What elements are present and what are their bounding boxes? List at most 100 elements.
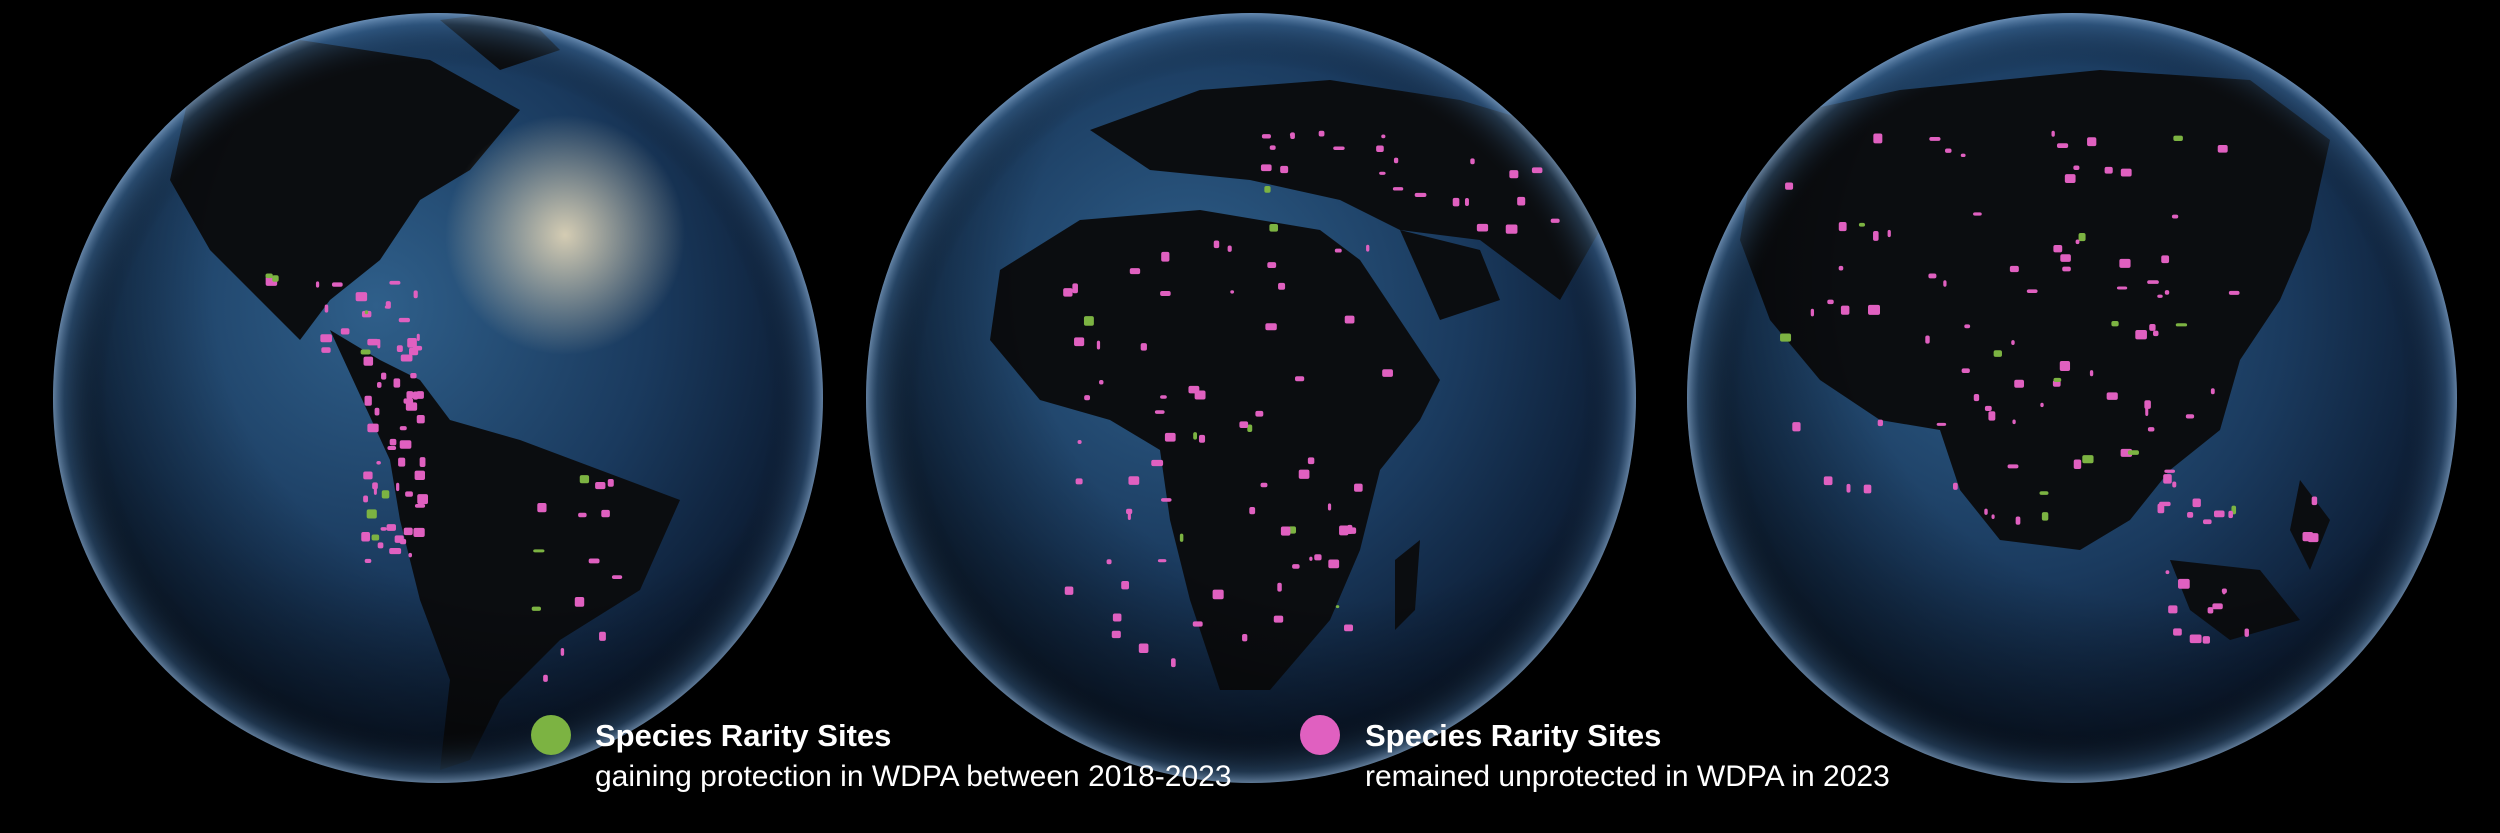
site-marker (2157, 294, 2163, 298)
site-marker (1111, 630, 1121, 639)
site-marker (403, 527, 413, 536)
site-marker (2145, 406, 2149, 417)
site-marker (1392, 187, 1404, 191)
site-marker (1160, 498, 1172, 502)
site-marker (2228, 290, 2240, 295)
site-marker (2009, 265, 2019, 273)
site-marker (543, 674, 548, 682)
site-marker (1943, 280, 1947, 287)
site-marker (1179, 533, 1184, 542)
site-marker (1307, 457, 1315, 465)
site-marker (1074, 337, 1085, 347)
site-marker (1988, 411, 1996, 421)
site-marker (1294, 376, 1305, 382)
site-marker (405, 491, 413, 497)
site-marker (419, 457, 426, 467)
site-marker (2207, 607, 2214, 614)
site-marker (1161, 251, 1170, 262)
site-marker (2147, 280, 2159, 284)
site-marker (2060, 254, 2071, 262)
site-marker (2116, 286, 2128, 290)
site-marker (416, 333, 420, 341)
site-marker (1194, 390, 1206, 400)
site-marker (1334, 248, 1342, 253)
site-marker (2119, 258, 2131, 268)
site-marker (2217, 145, 2228, 153)
site-marker (2203, 519, 2212, 525)
site-marker (1780, 333, 1792, 342)
site-marker (1414, 192, 1427, 197)
site-marker (1354, 483, 1363, 492)
site-marker (389, 280, 401, 285)
site-marker (1381, 134, 1386, 139)
site-marker (1505, 224, 1518, 234)
site-marker (1476, 223, 1489, 232)
site-marker (376, 461, 381, 465)
site-marker (578, 512, 587, 518)
site-marker (1328, 559, 1340, 569)
site-marker (1792, 422, 1801, 432)
site-marker (1249, 507, 1256, 515)
site-marker (1292, 564, 1300, 569)
site-marker (1840, 305, 1850, 315)
site-marker (1160, 291, 1171, 296)
site-marker (1868, 304, 1881, 315)
site-marker (1077, 439, 1082, 445)
site-marker (1376, 145, 1384, 152)
site-marker (1264, 185, 1271, 193)
site-marker (1212, 589, 1224, 600)
legend: Species Rarity Sites gaining protection … (531, 715, 1890, 793)
site-marker (2173, 135, 2183, 141)
site-marker (1280, 165, 1289, 174)
site-marker (407, 337, 417, 348)
site-marker (2106, 392, 2118, 400)
site-marker (533, 549, 545, 553)
site-marker (2185, 414, 2195, 419)
site-marker (340, 328, 350, 335)
site-marker (2172, 481, 2177, 488)
legend-title: Species Rarity Sites (595, 718, 891, 753)
site-marker (2040, 402, 2044, 408)
site-marker (1953, 482, 1958, 490)
site-marker (1335, 605, 1340, 609)
site-marker (2164, 469, 2175, 473)
site-marker (1075, 478, 1083, 485)
site-marker (398, 457, 406, 467)
site-marker (1509, 170, 1519, 179)
site-marker (574, 597, 585, 607)
site-marker (377, 542, 384, 549)
site-marker (377, 382, 382, 388)
site-marker (371, 534, 380, 541)
site-marker (2056, 143, 2069, 149)
site-marker (366, 509, 377, 519)
site-marker (364, 395, 372, 406)
site-marker (1887, 229, 1891, 238)
site-marker (417, 494, 429, 505)
site-marker (412, 391, 419, 400)
site-marker (1531, 167, 1543, 174)
site-marker (1289, 133, 1294, 137)
legend-description: gaining protection in WDPA between 2018-… (595, 760, 1232, 793)
site-marker (1063, 288, 1073, 297)
site-marker (531, 606, 541, 611)
site-marker (1517, 196, 1526, 206)
site-marker (2163, 474, 2172, 484)
site-marker (1193, 432, 1198, 440)
site-marker (1127, 509, 1131, 520)
site-marker (601, 509, 610, 518)
site-marker (2187, 511, 2194, 518)
site-marker (386, 524, 396, 531)
site-marker (2178, 578, 2190, 589)
site-marker (2078, 232, 2086, 242)
site-marker (265, 273, 273, 279)
legend-swatch (1300, 715, 1340, 755)
site-marker (1877, 419, 1883, 427)
site-marker (399, 440, 412, 449)
site-marker (320, 334, 332, 343)
site-marker (315, 281, 320, 288)
site-marker (1838, 265, 1844, 271)
site-marker (363, 356, 374, 366)
site-marker (1083, 316, 1094, 326)
site-marker (389, 438, 397, 446)
